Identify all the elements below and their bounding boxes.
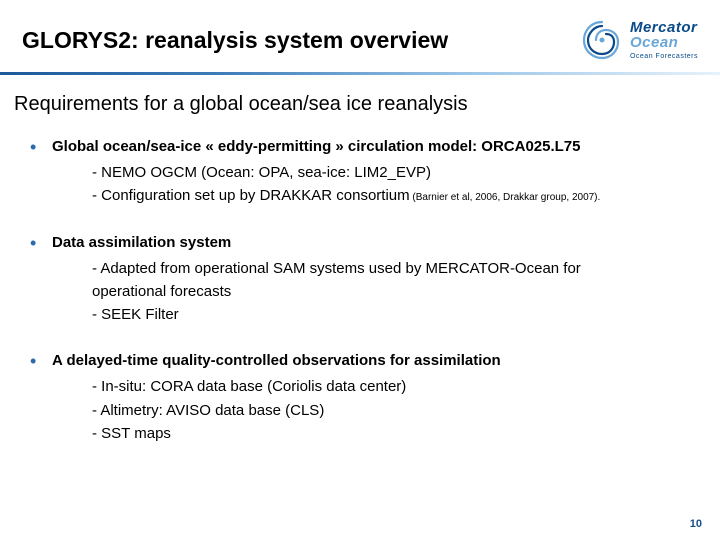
citation: (Barnier et al, 2006, Drakkar group, 200…	[410, 192, 601, 203]
sub-line: - SEEK Filter	[92, 303, 706, 326]
divider	[0, 72, 720, 75]
page-title: GLORYS2: reanalysis system overview	[22, 27, 448, 54]
list-item: A delayed-time quality-controlled observ…	[30, 352, 706, 445]
sub-line: - Adapted from operational SAM systems u…	[92, 257, 706, 280]
item-sub: - Adapted from operational SAM systems u…	[52, 257, 706, 327]
item-head: Global ocean/sea-ice « eddy-permitting »…	[52, 138, 706, 155]
list-item: Global ocean/sea-ice « eddy-permitting »…	[30, 138, 706, 208]
swirl-icon	[580, 18, 624, 62]
sub-line: - Configuration set up by DRAKKAR consor…	[92, 184, 706, 207]
logo-line1: Mercator	[630, 20, 698, 35]
page-number: 10	[690, 518, 702, 530]
sub-text: - Configuration set up by DRAKKAR consor…	[92, 187, 410, 204]
logo-line2: Ocean	[630, 35, 698, 50]
sub-line: - In-situ: CORA data base (Coriolis data…	[92, 375, 706, 398]
section-subtitle: Requirements for a global ocean/sea ice …	[14, 93, 706, 116]
brand-logo: Mercator Ocean Ocean Forecasters	[580, 18, 698, 62]
logo-tagline: Ocean Forecasters	[630, 53, 698, 60]
item-sub: - In-situ: CORA data base (Coriolis data…	[52, 375, 706, 445]
item-head: A delayed-time quality-controlled observ…	[52, 352, 706, 369]
item-head: Data assimilation system	[52, 234, 706, 251]
item-sub: - NEMO OGCM (Ocean: OPA, sea-ice: LIM2_E…	[52, 161, 706, 208]
sub-line: operational forecasts	[92, 280, 706, 303]
sub-line: - Altimetry: AVISO data base (CLS)	[92, 399, 706, 422]
sub-line: - NEMO OGCM (Ocean: OPA, sea-ice: LIM2_E…	[92, 161, 706, 184]
list-item: Data assimilation system - Adapted from …	[30, 234, 706, 327]
sub-line: - SST maps	[92, 422, 706, 445]
bullet-list: Global ocean/sea-ice « eddy-permitting »…	[14, 138, 706, 445]
